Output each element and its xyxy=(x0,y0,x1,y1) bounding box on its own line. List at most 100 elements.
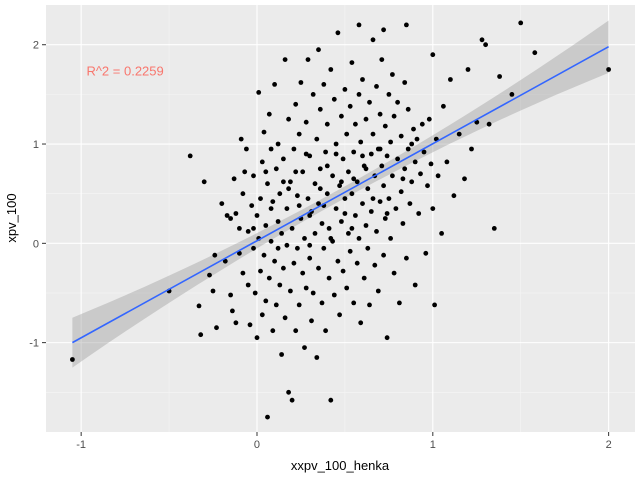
scatter-point xyxy=(384,211,390,216)
scatter-point xyxy=(288,288,293,294)
scatter-point xyxy=(324,163,330,169)
regression-line xyxy=(71,46,610,344)
scatter-point xyxy=(342,196,348,202)
scatter-point xyxy=(414,136,420,142)
scatter-point xyxy=(316,265,321,271)
scatter-point xyxy=(319,300,325,306)
scatter-point xyxy=(356,22,362,28)
scatter-point xyxy=(363,116,369,122)
scatter-point xyxy=(354,260,360,266)
scatter-point xyxy=(432,302,437,308)
scatter-point xyxy=(428,161,434,167)
scatter-point xyxy=(284,206,290,212)
scatter-point xyxy=(384,335,390,341)
x-tick-label: 1 xyxy=(430,439,436,451)
scatter-point xyxy=(419,121,425,127)
x-axis-ticks: -1 0 1 2 xyxy=(76,432,612,451)
scatter-point xyxy=(390,173,395,179)
scatter-point xyxy=(228,292,234,298)
scatter-point xyxy=(370,37,376,43)
scatter-point xyxy=(469,146,474,152)
scatter-point xyxy=(273,166,279,172)
scatter-point xyxy=(358,139,364,145)
scatter-point xyxy=(317,106,323,112)
scatter-point xyxy=(258,268,263,274)
scatter-point xyxy=(430,52,436,58)
scatter-point xyxy=(367,302,372,308)
scatter-point xyxy=(395,99,400,105)
scatter-point xyxy=(344,285,350,291)
scatter-point xyxy=(268,238,274,244)
scatter-point xyxy=(386,196,392,202)
scatter-point xyxy=(251,245,256,251)
scatter-point xyxy=(219,201,225,207)
scatter-point xyxy=(293,101,299,107)
scatter-point xyxy=(375,288,381,294)
scatter-point xyxy=(404,255,409,261)
scatter-point xyxy=(307,242,313,248)
scatter-point xyxy=(263,223,269,228)
scatter-point xyxy=(303,119,309,125)
scatter-point xyxy=(421,149,427,155)
scatter-point xyxy=(259,159,265,165)
scatter-point xyxy=(347,103,353,109)
scatter-point xyxy=(251,173,256,179)
scatter-point xyxy=(448,77,453,82)
scatter-point xyxy=(368,151,374,157)
scatter-point xyxy=(381,183,386,189)
scatter-point xyxy=(606,67,611,72)
scatter-point xyxy=(379,163,385,169)
scatter-point xyxy=(230,308,235,314)
scatter-point xyxy=(400,176,406,182)
scatter-point xyxy=(444,159,450,165)
scatter-point xyxy=(307,153,313,159)
scatter-point xyxy=(279,352,284,357)
scatter-point xyxy=(423,250,429,256)
scatter-point xyxy=(296,203,302,209)
scatter-point xyxy=(368,209,374,214)
scatter-point xyxy=(316,47,321,53)
scatter-point xyxy=(349,191,355,197)
scatter-point xyxy=(441,103,446,109)
scatter-point xyxy=(317,166,323,172)
scatter-point xyxy=(286,389,291,395)
scatter-point xyxy=(391,270,397,276)
scatter-point xyxy=(286,116,291,122)
scatter-point xyxy=(337,312,342,318)
scatter-point xyxy=(261,129,267,135)
scatter-point xyxy=(395,156,400,162)
scatter-point xyxy=(351,176,357,182)
scatter-point xyxy=(342,87,348,92)
scatter-point xyxy=(238,136,244,142)
scatter-point xyxy=(328,236,334,241)
scatter-point xyxy=(409,179,415,185)
scatter-point xyxy=(337,183,342,189)
y-tick-label: 1 xyxy=(33,139,39,151)
scatter-point xyxy=(328,67,334,72)
scatter-point xyxy=(361,275,367,281)
scatter-point xyxy=(279,231,284,236)
scatter-point xyxy=(309,318,314,324)
scatter-point xyxy=(412,159,418,165)
y-axis-ticks: -1 0 1 2 xyxy=(29,40,46,350)
scatter-point xyxy=(268,206,274,212)
scatter-point xyxy=(354,179,360,185)
scatter-point xyxy=(323,149,328,155)
scatter-point xyxy=(344,131,350,137)
y-tick-label: 2 xyxy=(33,40,39,52)
scatter-point xyxy=(439,231,444,236)
scatter-point xyxy=(270,328,276,334)
scatter-point xyxy=(465,67,471,72)
scatter-point xyxy=(353,121,358,127)
scatter-point xyxy=(324,121,330,127)
scatter-point xyxy=(266,111,272,117)
scatter-point xyxy=(288,179,293,185)
scatter-point xyxy=(249,203,255,209)
scatter-point xyxy=(381,252,386,258)
scatter-point xyxy=(367,99,372,105)
scatter-point xyxy=(277,282,283,288)
scatter-point xyxy=(319,221,325,226)
scatter-point xyxy=(509,92,515,97)
scatter-point xyxy=(346,169,351,175)
scatter-point xyxy=(358,320,364,326)
